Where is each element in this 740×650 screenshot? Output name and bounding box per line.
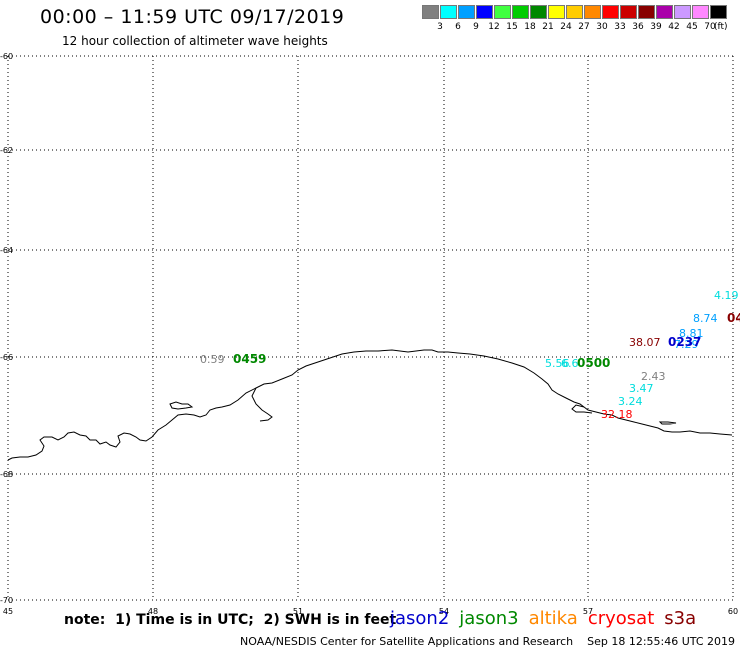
map-grid [7,55,734,601]
x-tick-label: 57 [583,607,593,616]
colorbar-swatch [584,5,601,19]
wave-height-label: 4.19 [714,289,739,302]
colorbar-swatch [422,5,439,19]
colorbar-label: 45 [686,22,698,32]
colorbar-label: 30 [596,22,608,32]
wave-height-colorbar: (ft) 3 6 9 12 15 18 21 24 27 30 33 36 39 42 45 70 [422,5,734,35]
x-tick-label: 51 [293,607,303,616]
satellite-legend-item: cryosat [587,608,655,629]
y-tick-label: -62 [0,146,13,155]
colorbar-swatch [674,5,691,19]
colorbar-swatch [548,5,565,19]
colorbar-swatch [458,5,475,19]
y-tick-label: -68 [0,470,13,479]
y-tick-label: -66 [0,353,13,362]
wave-height-label: 38.07 [629,336,661,349]
colorbar-label: 18 [524,22,536,32]
x-tick-label: 45 [3,607,13,616]
y-tick-label: -60 [0,52,13,61]
colorbar-label: 42 [668,22,680,32]
satellite-legend-item: jason3 [459,608,519,629]
colorbar-swatch [602,5,619,19]
satellite-legend-item: s3a [664,608,697,629]
axis-ticks: -60 -62 -64 -66 -68 -70 45 48 51 54 57 60 [0,52,738,616]
y-tick-label: -70 [0,596,13,605]
colorbar-label: 3 [437,22,443,32]
x-tick-label: 60 [728,607,738,616]
wave-height-labels: 0.59 5.566.6 4.19 8.74 8.817.29 38.07 2.433.47… [200,289,740,421]
wave-height-label: 2.43 [641,370,666,383]
pass-time-label: 0237 [668,335,701,349]
wave-height-label: 8.74 [693,312,718,325]
pass-time-label: 0459 [233,352,266,366]
colorbar-label: 33 [614,22,626,32]
colorbar-swatch [440,5,457,19]
colorbar-label: 6 [455,22,461,32]
colorbar-swatch [476,5,493,19]
colorbar-swatch [512,5,529,19]
wave-height-label: 32.18 [601,408,633,421]
wave-height-label: 8.81 [679,327,704,340]
coast-inlet-1 [251,387,273,422]
colorbar-label: 70 [704,22,716,32]
colorbar-swatch [566,5,583,19]
colorbar-label: 24 [560,22,572,32]
wave-height-label: 3.47 [629,382,654,395]
colorbar-swatch [656,5,673,19]
satellite-legend: jason2 jason3 altika cryosat s3a [390,608,706,629]
colorbar-label: 9 [473,22,479,32]
wave-height-label: 5.56 [545,357,570,370]
colorbar-label: 21 [542,22,554,32]
footer-note: note: 1) Time is in UTC; 2) SWH is in fe… [64,612,397,628]
x-tick-label: 54 [439,607,449,616]
colorbar-swatch [530,5,547,19]
coast-inlet-4 [658,421,677,425]
footer-credit: NOAA/NESDIS Center for Satellite Applica… [240,635,736,648]
pass-time-label: 0500 [577,356,610,370]
colorbar-swatch [692,5,709,19]
wave-height-label: 6.6 [561,357,579,370]
colorbar-swatch [710,5,727,19]
pass-time-label: 04 [727,311,740,325]
colorbar-label: 12 [488,22,500,32]
x-tick-label: 48 [148,607,158,616]
wave-height-label: 7.29 [674,338,699,351]
y-tick-label: -64 [0,246,13,255]
colorbar-label: 36 [632,22,644,32]
colorbar-label: 15 [506,22,518,32]
map-subtitle: 12 hour collection of altimeter wave hei… [62,34,328,48]
colorbar-unit: (ft) [714,22,728,32]
antarctic-coastline [7,349,733,461]
colorbar-swatch [620,5,637,19]
colorbar-label: 39 [650,22,662,32]
wave-height-label: 3.24 [618,395,643,408]
satellite-legend-item: jason2 [390,608,450,629]
colorbar-swatch [638,5,655,19]
map-title: 00:00 – 11:59 UTC 09/17/2019 [40,6,345,28]
wave-height-label: 0.59 [200,353,225,366]
colorbar-swatch [494,5,511,19]
coast-inlet-2 [571,404,593,414]
satellite-legend-item: altika [528,608,578,629]
colorbar-label: 27 [578,22,590,32]
coast-inlet-3 [169,401,194,410]
